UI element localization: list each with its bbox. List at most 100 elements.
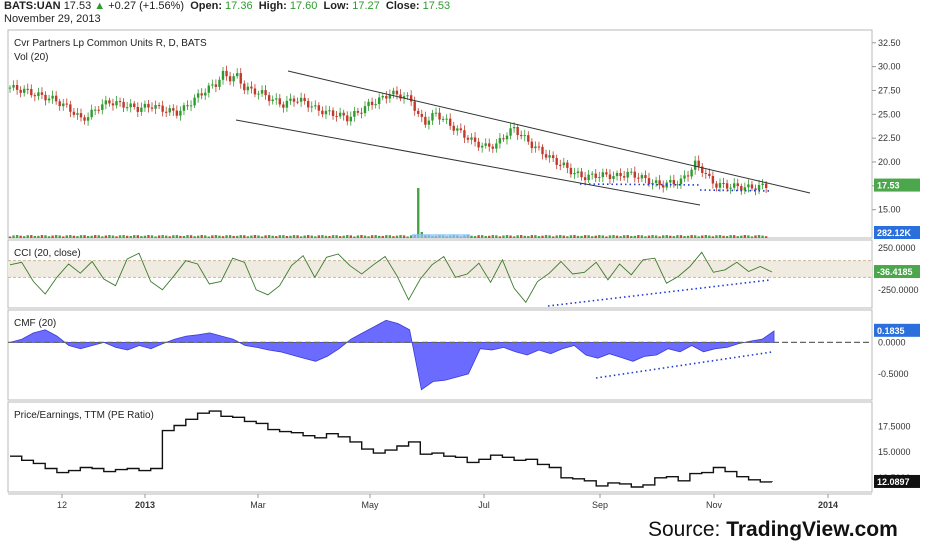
candle-body [19,89,22,93]
candle-body [90,109,93,118]
volume-bar [179,235,182,238]
upper-channel-line [287,70,811,194]
cmf-panel-title: CMF (20) [14,318,56,329]
candle-body [147,103,150,108]
candle-body [374,104,377,106]
volume-bar [541,235,544,238]
volume-bar [37,235,40,238]
volume-bar [473,236,477,238]
candle-body [534,146,537,149]
volume-bar [236,235,239,238]
volume-bar [122,235,125,238]
volume-bar [214,235,218,238]
volume-bar [115,236,118,238]
volume-bar [647,235,651,238]
candle-body [697,160,700,167]
volume-bar [65,235,68,238]
volume-bar [303,235,306,238]
volume-bar [612,235,615,238]
candle-body [26,88,29,90]
volume-bar [275,236,278,238]
candle-body [72,111,76,115]
volume-bar [608,235,612,238]
volume-bar [708,235,711,238]
pe-value-tag: 12.0897 [877,477,910,487]
candle-body [754,188,757,191]
candle-body [83,117,86,121]
candle-body [583,177,587,181]
candle-body [615,172,619,177]
volume-bar [757,235,761,238]
volume-bar [711,236,715,238]
candle-body [338,112,342,117]
volume-bar [399,235,402,238]
volume-indicator-label: Vol (20) [14,52,48,63]
volume-bar [669,235,672,238]
cci-line [9,251,773,304]
volume-bar [154,236,157,238]
volume-bar [257,235,260,238]
source-brand: TradingView.com [726,518,898,541]
candle-body [640,175,644,179]
volume-bar [353,236,356,238]
candle-body [715,183,718,188]
candle-body [257,93,260,95]
candle-body [260,90,264,94]
volume-bar [491,235,494,238]
volume-bar [605,236,608,238]
volume-bar [548,235,551,238]
volume-bar [406,236,409,238]
candle-body [165,111,168,113]
volume-bar [733,235,736,238]
source-credit[interactable]: Source: TradingView.com [648,518,898,542]
candle-body [747,184,750,188]
volume-bar [409,235,413,238]
price-axis-tick: 25.00 [878,109,901,119]
candle-body [441,118,445,120]
volume-bar [168,236,171,238]
candle-body [367,101,370,107]
volume-bar [740,235,743,238]
candle-body [289,98,292,101]
volume-bar [576,235,580,238]
volume-bar [150,235,154,238]
volume-bar [388,235,392,238]
volume-bar [622,235,626,238]
volume-bar [196,235,200,238]
support-dotted-line-2 [699,189,773,192]
candle-body [520,135,523,137]
candle-body [512,127,516,129]
candle-body [388,94,392,99]
volume-bar [534,235,537,238]
volume-bar [200,235,203,238]
volume-bar [523,235,526,238]
candle-body [122,101,125,108]
candle-body [204,92,207,96]
candle-body [317,105,321,111]
candle-body [622,176,626,178]
candle-body [331,110,335,116]
volume-bar [676,235,679,238]
volume-bar [221,236,225,238]
candle-body [228,76,232,82]
volume-bar [509,235,512,238]
candle-body [51,95,54,99]
candle-body [445,118,448,120]
candle-body [299,97,303,102]
candle-body [111,103,115,106]
volume-bar [587,235,590,238]
candle-body [701,166,704,173]
candle-body [654,180,658,183]
candle-body [264,90,267,96]
price-axis-tick: 32.50 [878,38,901,48]
candle-body [335,115,338,117]
candle-body [225,70,228,77]
candle-body [484,143,487,146]
candle-body [321,110,324,115]
cci-panel-title: CCI (20, close) [14,248,81,259]
candle-body [651,182,654,185]
candle-body [58,101,61,107]
candle-body [559,164,562,166]
volume-bar [86,236,90,238]
